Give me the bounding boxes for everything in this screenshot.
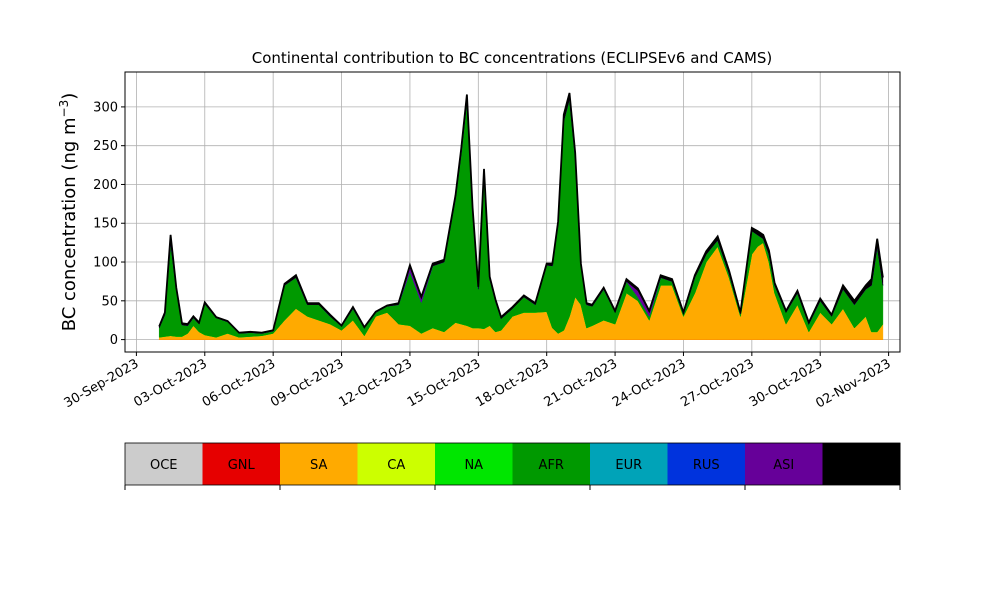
legend-label-na: NA — [464, 458, 483, 473]
y-tick-label: 200 — [93, 178, 118, 193]
y-tick-label: 300 — [93, 100, 118, 115]
plot-frame — [124, 71, 901, 353]
legend-swatch-afr — [512, 443, 591, 485]
x-tick-label: 12-Oct-2023 — [337, 356, 415, 410]
legend-swatch-oce — [125, 443, 203, 485]
x-tick-label: 06-Oct-2023 — [200, 356, 278, 410]
y-tick-label: 50 — [101, 294, 118, 309]
legend-swatch-asi — [745, 443, 823, 485]
legend-label-afr: AFR — [539, 458, 564, 473]
x-ticks: 30-Sep-202303-Oct-202306-Oct-202309-Oct-… — [62, 352, 894, 411]
y-axis-label-main: BC concentration (ng m — [59, 117, 80, 331]
legend-label-eur: EUR — [615, 458, 642, 473]
axes — [124, 71, 901, 353]
legend-label-sa: SA — [310, 458, 327, 473]
y-axis-label-sup: −3 — [57, 100, 71, 118]
x-tick-label: 30-Oct-2023 — [747, 356, 825, 410]
legend-swatch-sa — [280, 443, 358, 485]
legend-swatch-na — [435, 443, 513, 485]
legend-swatch-gnl — [202, 443, 281, 485]
legend-swatch-ca — [357, 443, 436, 485]
legend-label-oce: OCE — [150, 458, 178, 473]
legend-swatch-eur — [590, 443, 668, 485]
x-tick-label: 27-Oct-2023 — [678, 356, 756, 410]
total-line — [158, 92, 884, 334]
legend-label-aus: AUS — [848, 458, 875, 473]
y-tick-label: 150 — [93, 217, 118, 232]
y-tick-label: 250 — [93, 139, 118, 154]
legend-label-asi: ASI — [773, 458, 794, 473]
continent-legend: OCE GNL SA CA NA AFR EUR RUS ASI AUS — [124, 442, 901, 490]
y-axis-label: BC concentration (ng m−3) — [57, 93, 80, 332]
legend-label-ca: CA — [387, 458, 405, 473]
x-tick-label: 24-Oct-2023 — [610, 356, 688, 410]
x-tick-label: 02-Nov-2023 — [813, 356, 893, 411]
y-tick-label: 100 — [93, 256, 118, 271]
legend-label-rus: RUS — [693, 458, 720, 473]
y-ticks: 0 50 100 150 200 250 300 — [93, 100, 125, 348]
y-tick-label: 0 — [110, 333, 118, 348]
x-tick-label: 15-Oct-2023 — [405, 356, 483, 410]
chart-title: Continental contribution to BC concentra… — [252, 49, 773, 67]
legend-swatch-rus — [667, 443, 746, 485]
legend-swatch-aus — [822, 443, 901, 485]
legend-frame — [124, 442, 901, 486]
x-tick-label: 09-Oct-2023 — [268, 356, 346, 410]
x-tick-label: 18-Oct-2023 — [473, 356, 551, 410]
x-tick-label: 30-Sep-2023 — [62, 356, 142, 411]
y-axis-label-close: ) — [59, 93, 80, 100]
x-tick-label: 03-Oct-2023 — [131, 356, 209, 410]
legend-label-gnl: GNL — [228, 458, 256, 473]
x-tick-label: 21-Oct-2023 — [542, 356, 620, 410]
stacked-areas — [158, 92, 884, 340]
